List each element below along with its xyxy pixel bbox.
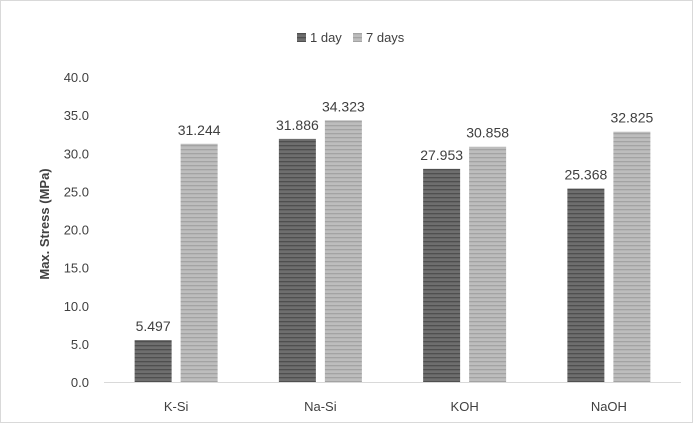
bar-7-days-koh	[469, 146, 507, 382]
bar-1-day-naoh	[567, 188, 605, 382]
y-tick-label: 10.0	[64, 299, 89, 314]
data-label-1-day-koh: 27.953	[420, 147, 463, 163]
x-tick-label-k-si: K-Si	[164, 399, 189, 414]
data-label-7-days-na-si: 34.323	[322, 98, 365, 114]
legend: 1 day 7 days	[297, 30, 405, 45]
x-tick-label-na-si: Na-Si	[304, 399, 337, 414]
y-tick-label: 40.0	[64, 70, 89, 85]
data-label-7-days-k-si: 31.244	[178, 122, 221, 138]
x-axis-ticks: K-Si Na-Si KOH NaOH	[164, 399, 627, 414]
legend-swatch-1-day	[297, 33, 306, 42]
bars	[134, 120, 651, 383]
y-tick-label: 20.0	[64, 223, 89, 238]
bar-7-days-naoh	[613, 131, 651, 382]
bar-1-day-k-si	[134, 340, 172, 382]
y-tick-label: 25.0	[64, 184, 89, 199]
data-label-1-day-k-si: 5.497	[136, 318, 171, 334]
y-tick-label: 30.0	[64, 146, 89, 161]
y-axis-ticks: 0.0 5.0 10.0 15.0 20.0 25.0 30.0 35.0 40.0	[64, 70, 89, 390]
y-axis-title: Max. Stress (MPa)	[37, 168, 52, 279]
data-label-7-days-naoh: 32.825	[610, 110, 653, 126]
bar-1-day-koh	[423, 168, 461, 382]
y-tick-label: 35.0	[64, 108, 89, 123]
y-tick-label: 0.0	[71, 375, 89, 390]
legend-label-1-day: 1 day	[310, 30, 342, 45]
bar-7-days-na-si	[324, 120, 362, 383]
legend-swatch-7-days	[353, 33, 362, 42]
legend-label-7-days: 7 days	[366, 30, 405, 45]
bar-1-day-na-si	[278, 138, 316, 382]
y-tick-label: 15.0	[64, 261, 89, 276]
x-tick-label-naoh: NaOH	[591, 399, 627, 414]
data-label-1-day-na-si: 31.886	[276, 117, 319, 133]
data-label-1-day-naoh: 25.368	[564, 167, 607, 183]
bar-7-days-k-si	[180, 143, 218, 382]
y-tick-label: 5.0	[71, 337, 89, 352]
data-label-7-days-koh: 30.858	[466, 125, 509, 141]
x-tick-label-koh: KOH	[451, 399, 479, 414]
